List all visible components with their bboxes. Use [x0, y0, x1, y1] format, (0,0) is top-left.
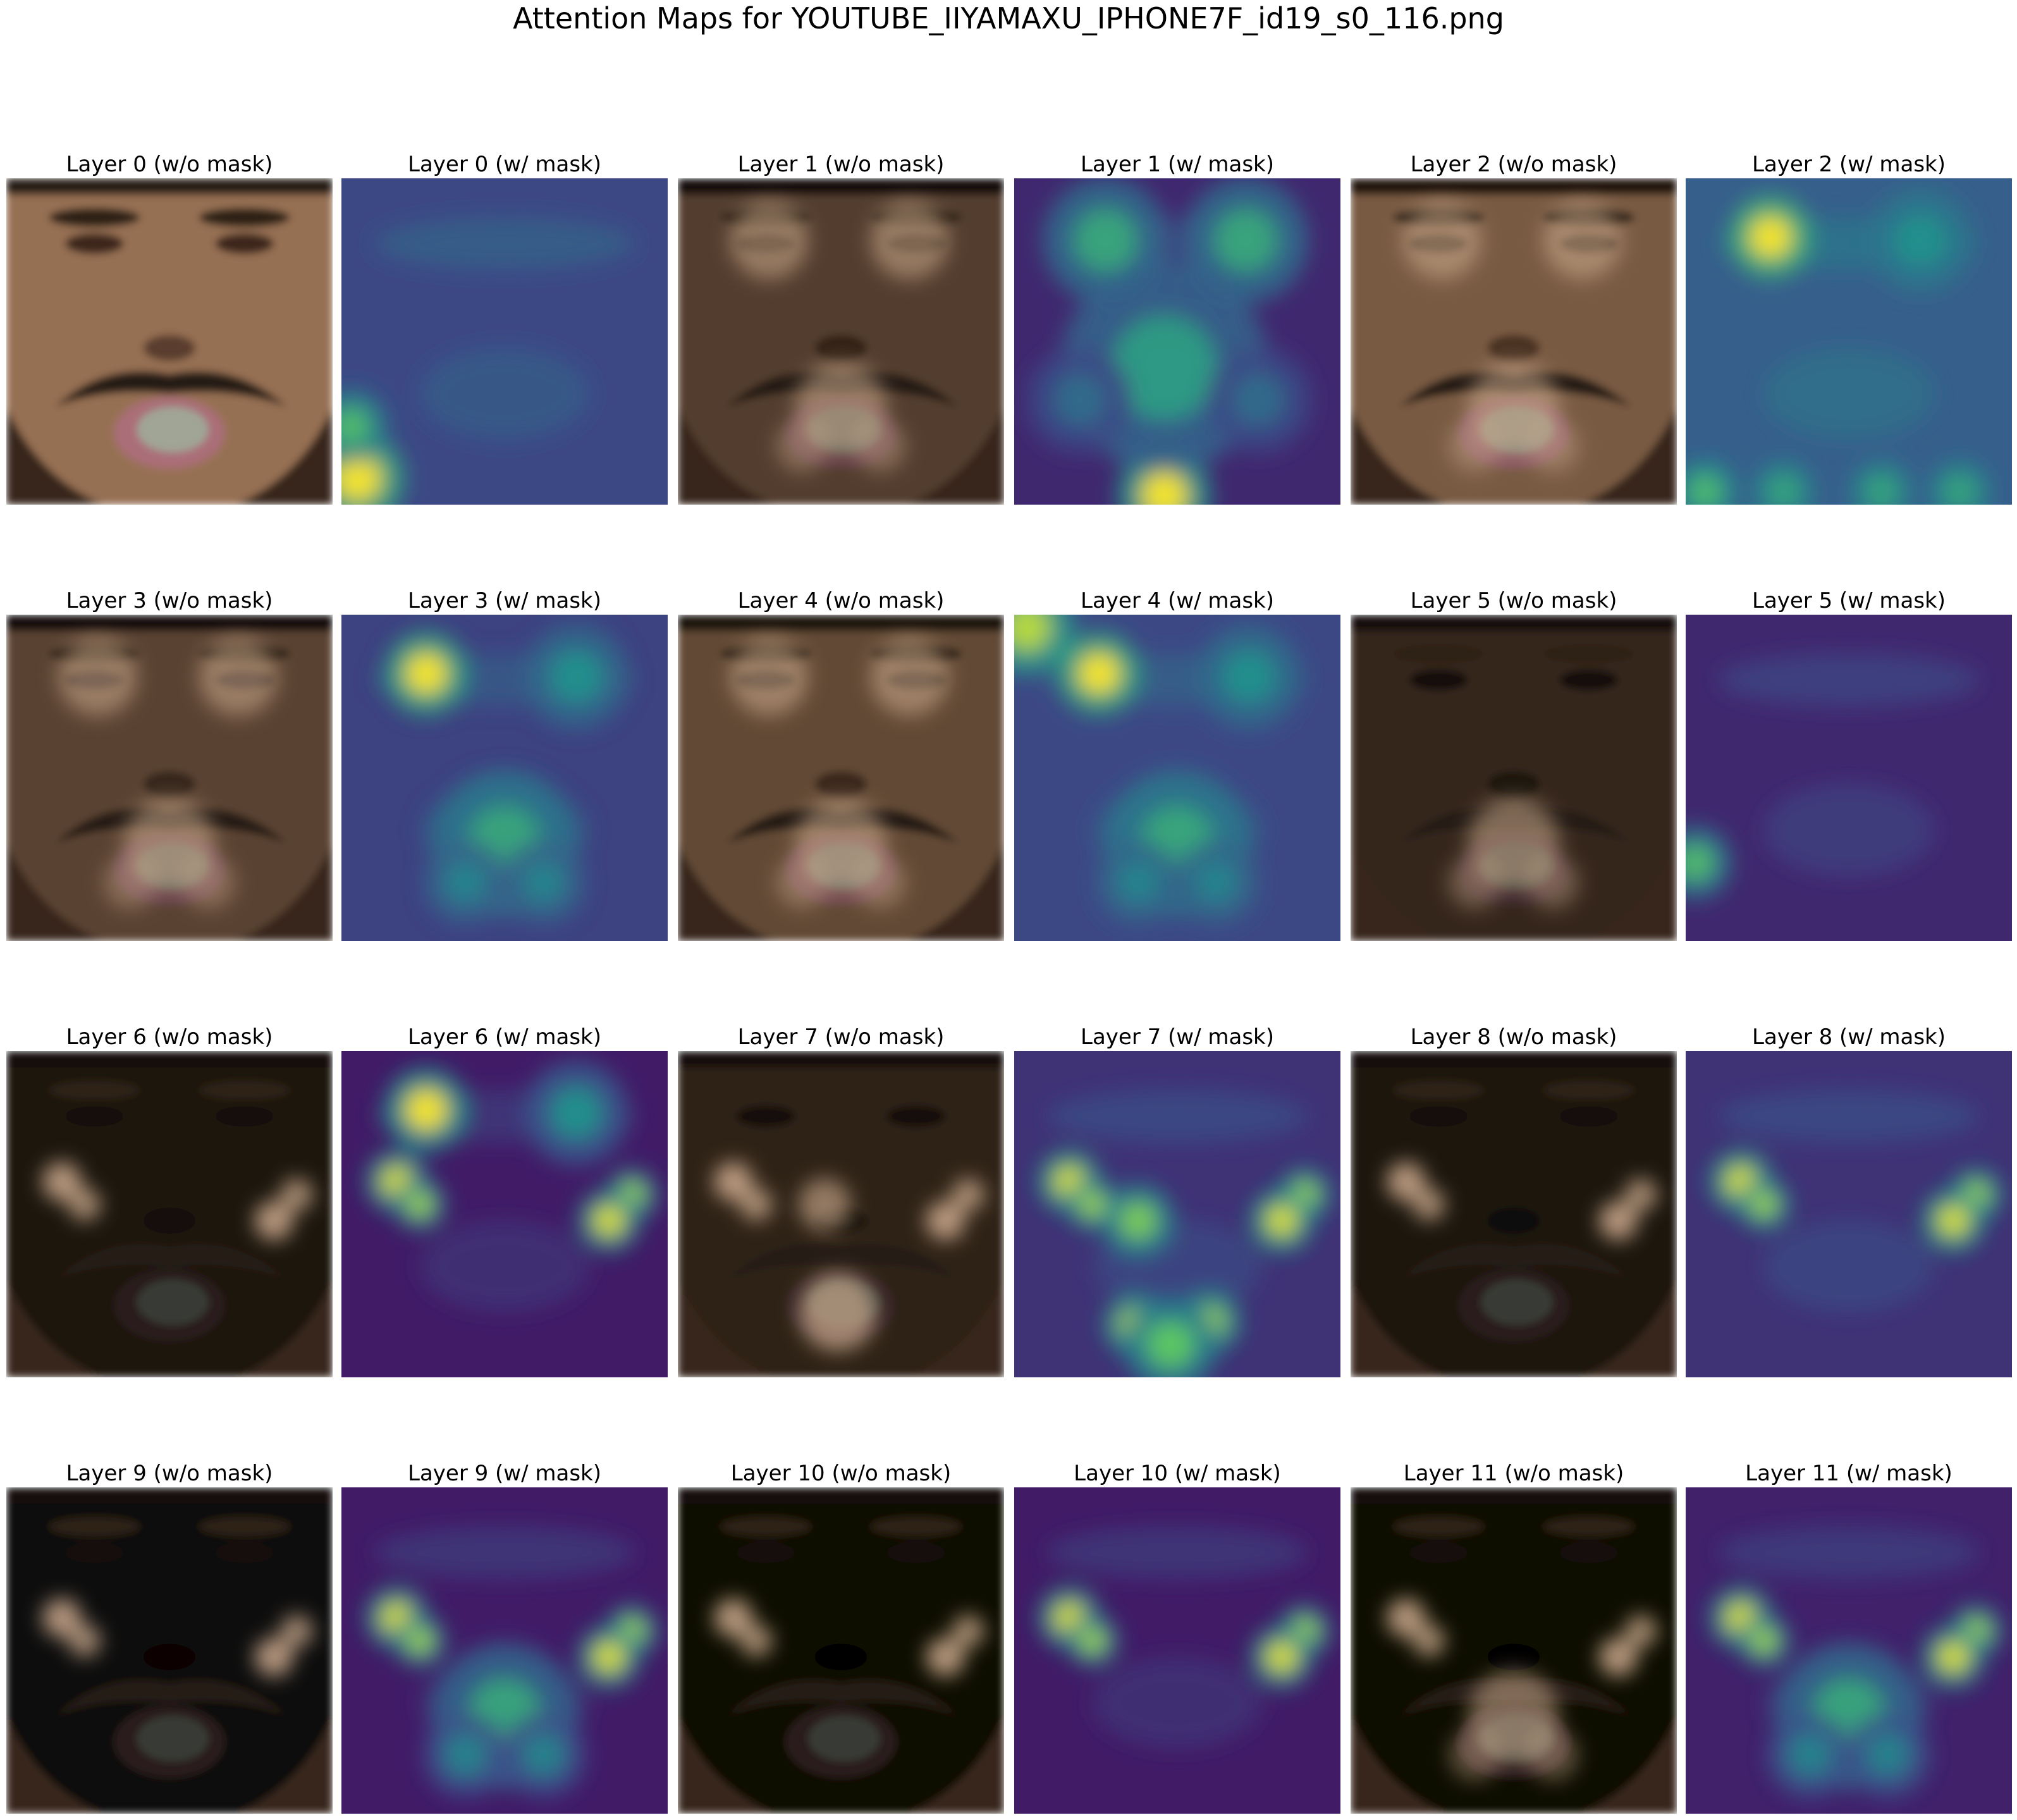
panel-title: Layer 2 (w/o mask)	[1410, 152, 1617, 177]
heatmap-graphic	[1686, 615, 2012, 941]
heatmap-graphic	[1686, 178, 2012, 505]
face-overlay-image	[1351, 1051, 1677, 1377]
face-overlay-graphic	[6, 1051, 333, 1377]
face-overlay-image	[1351, 1487, 1677, 1814]
panel-title: Layer 8 (w/ mask)	[1752, 1024, 1946, 1050]
face-overlay-graphic	[678, 1051, 1004, 1377]
attention-heatmap-image	[1686, 615, 2012, 941]
panel-title: Layer 8 (w/o mask)	[1410, 1024, 1617, 1050]
heatmap-graphic	[1686, 1051, 2012, 1377]
face-overlay-image	[678, 1487, 1004, 1814]
panel-title: Layer 6 (w/ mask)	[408, 1024, 601, 1050]
heatmap-graphic	[1014, 178, 1340, 505]
panel-title: Layer 0 (w/ mask)	[408, 152, 601, 177]
attention-heatmap-image	[341, 1051, 668, 1377]
panel-title: Layer 7 (w/ mask)	[1081, 1024, 1274, 1050]
face-overlay-image	[678, 1051, 1004, 1377]
face-overlay-graphic	[1351, 1487, 1677, 1814]
face-overlay-image	[1351, 178, 1677, 505]
panel-title: Layer 10 (w/o mask)	[730, 1461, 952, 1486]
face-overlay-graphic	[678, 1487, 1004, 1814]
panel-title: Layer 10 (w/ mask)	[1074, 1461, 1281, 1486]
panel-title: Layer 4 (w/ mask)	[1081, 588, 1274, 613]
panel-title: Layer 2 (w/ mask)	[1752, 152, 1946, 177]
attention-heatmap-image	[1686, 1487, 2012, 1814]
panel-title: Layer 7 (w/o mask)	[737, 1024, 945, 1050]
attention-heatmap-image	[1014, 178, 1340, 505]
face-overlay-graphic	[1351, 1051, 1677, 1377]
face-overlay-image	[678, 615, 1004, 941]
face-overlay-graphic	[6, 178, 333, 505]
attention-heatmap-image	[1686, 178, 2012, 505]
panel-title: Layer 9 (w/o mask)	[66, 1461, 273, 1486]
heatmap-graphic	[1014, 1051, 1340, 1377]
panel-title: Layer 5 (w/o mask)	[1410, 588, 1617, 613]
panel-title: Layer 1 (w/o mask)	[737, 152, 945, 177]
panel-title: Layer 5 (w/ mask)	[1752, 588, 1946, 613]
face-overlay-image	[6, 178, 333, 505]
panel-title: Layer 3 (w/ mask)	[408, 588, 601, 613]
panel-title: Layer 6 (w/o mask)	[66, 1024, 273, 1050]
heatmap-graphic	[1014, 1487, 1340, 1814]
face-overlay-graphic	[1351, 178, 1677, 505]
face-overlay-image	[1351, 615, 1677, 941]
attention-heatmap-image	[1014, 615, 1340, 941]
face-overlay-graphic	[678, 178, 1004, 505]
face-overlay-image	[6, 1051, 333, 1377]
heatmap-graphic	[341, 178, 668, 505]
attention-heatmap-image	[1014, 1051, 1340, 1377]
panel-title: Layer 11 (w/ mask)	[1745, 1461, 1953, 1486]
figure-title: Attention Maps for YOUTUBE_IIYAMAXU_IPHO…	[513, 1, 1504, 35]
panel-title: Layer 0 (w/o mask)	[66, 152, 273, 177]
face-overlay-graphic	[6, 1487, 333, 1814]
heatmap-graphic	[1014, 615, 1340, 941]
face-overlay-image	[6, 1487, 333, 1814]
face-overlay-image	[678, 178, 1004, 505]
panel-title: Layer 3 (w/o mask)	[66, 588, 273, 613]
face-overlay-graphic	[6, 615, 333, 941]
attention-heatmap-image	[341, 615, 668, 941]
heatmap-graphic	[341, 1487, 668, 1814]
face-overlay-graphic	[678, 615, 1004, 941]
panel-title: Layer 9 (w/ mask)	[408, 1461, 601, 1486]
attention-heatmap-image	[341, 178, 668, 505]
attention-heatmap-image	[1014, 1487, 1340, 1814]
face-overlay-graphic	[1351, 615, 1677, 941]
heatmap-graphic	[1686, 1487, 2012, 1814]
attention-heatmap-image	[1686, 1051, 2012, 1377]
panel-title: Layer 4 (w/o mask)	[737, 588, 945, 613]
heatmap-graphic	[341, 615, 668, 941]
panel-title: Layer 1 (w/ mask)	[1081, 152, 1274, 177]
attention-heatmap-image	[341, 1487, 668, 1814]
face-overlay-image	[6, 615, 333, 941]
heatmap-graphic	[341, 1051, 668, 1377]
panel-title: Layer 11 (w/o mask)	[1403, 1461, 1624, 1486]
